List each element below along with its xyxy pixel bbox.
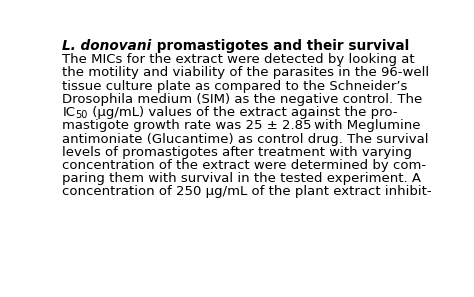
Text: 50: 50: [75, 110, 88, 120]
Text: concentration of 250 μg/mL of the plant extract inhibit-: concentration of 250 μg/mL of the plant …: [63, 185, 432, 198]
Text: promastigotes and their survival: promastigotes and their survival: [152, 39, 409, 53]
Text: antimoniate (Glucantime) as control drug. The survival: antimoniate (Glucantime) as control drug…: [63, 132, 429, 146]
Text: L. donovani: L. donovani: [63, 39, 152, 53]
Text: IC: IC: [63, 106, 75, 119]
Text: paring them with survival in the tested experiment. A: paring them with survival in the tested …: [63, 172, 421, 185]
Text: the motility and viability of the parasites in the 96-well: the motility and viability of the parasi…: [63, 67, 429, 80]
Text: Drosophila medium (SIM) as the negative control. The: Drosophila medium (SIM) as the negative …: [63, 93, 423, 106]
Text: mastigote growth rate was 25 ± 2.85 with Meglumine: mastigote growth rate was 25 ± 2.85 with…: [63, 119, 421, 132]
Text: levels of promastigotes after treatment with varying: levels of promastigotes after treatment …: [63, 146, 412, 159]
Text: concentration of the extract were determined by com-: concentration of the extract were determ…: [63, 159, 427, 172]
Text: The MICs for the extract were detected by looking at: The MICs for the extract were detected b…: [63, 53, 415, 66]
Text: (μg/mL) values of the extract against the pro-: (μg/mL) values of the extract against th…: [88, 106, 397, 119]
Text: tissue culture plate as compared to the Schneider’s: tissue culture plate as compared to the …: [63, 80, 408, 93]
